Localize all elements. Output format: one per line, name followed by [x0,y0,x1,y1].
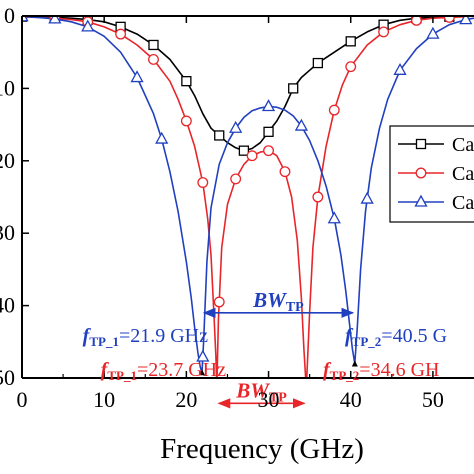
x-tick-label-40: 40 [340,387,362,412]
series-2-point-15 [345,61,357,73]
series-2-point-16 [378,26,390,38]
legend-label-3: Ca [452,192,474,214]
dip-marker-3 [303,386,309,392]
dip-marker-1 [198,369,205,376]
freq-annotation-2: fTP_1=23.7 GHz [101,359,226,383]
x-tick-label-20: 20 [175,387,197,412]
series-3-point-3 [81,19,95,32]
series-1-point-9 [263,126,274,137]
freq-annotation-4: fTP_2=34.6 GH [323,359,439,383]
series-2-point-10 [246,150,258,162]
series-1-point-8 [238,145,250,156]
dip-marker-2 [214,386,220,392]
series-1-point-5 [148,39,159,51]
legend-label-2: Ca [452,163,474,185]
marker-layer [22,16,473,392]
series-2-point-5 [148,53,159,65]
series-3-point-5 [155,131,169,144]
series-3-point-4 [130,70,144,83]
x-tick-label-30: 30 [258,387,280,412]
y-tick-label-2: 20 [0,148,15,173]
series-3-point-2 [48,16,62,24]
legend: Ca Ca Ca [389,125,474,223]
series-3-point-1 [22,16,29,22]
dip-marker-4 [351,360,358,367]
series-2-point-9 [230,173,242,185]
series-2-point-17 [411,16,422,26]
y-tick-label-5: 50 [0,365,15,390]
y-tick-label-1: 10 [0,75,15,100]
legend-marker-2 [415,167,427,179]
series-3-point-7 [229,120,243,133]
series-2-point-14 [328,104,340,116]
legend-label-1: Ca [452,134,474,156]
series-3-point-10 [327,211,341,224]
series-2-point-18 [443,16,455,23]
axes: 0102030405001020304050 [0,3,474,412]
series-2-point-11 [263,145,274,157]
x-tick-label-0: 0 [17,387,28,412]
series-2-point-4 [115,28,127,40]
series-3-point-6 [196,349,210,362]
series-3-point-13 [426,26,440,39]
series-3-point-9 [294,118,309,131]
series-2-point-12 [279,166,291,178]
freq-annotation-3: fTP_2=40.5 G [345,325,447,349]
series-3-point-12 [393,62,407,75]
legend-box [389,125,474,223]
y-tick-label-4: 40 [0,293,15,318]
series-1-point-6 [181,76,192,87]
series-3-point-14 [459,16,473,25]
series-1-point-7 [214,130,225,141]
series-1-point-10 [288,83,299,94]
series-2-point-7 [197,177,209,188]
series-2-point-8 [213,296,225,308]
freq-annotation-1: fTP_1=21.9 GHz [83,325,208,349]
series-1-point-11 [312,57,324,69]
y-tick-label-0: 0 [4,3,15,28]
legend-marker-3 [414,194,428,207]
x-tick-label-10: 10 [93,387,115,412]
annotations: fTP_1=21.9 GHz fTP_1=23.7 GHz fTP_2=40.5 G… [83,325,447,383]
x-tick-label-50: 50 [422,387,444,412]
bw-label-1: BWTP [252,288,304,315]
series-1-point-12 [345,36,356,47]
y-tick-label-3: 30 [0,220,15,245]
series-3-point-11 [360,191,374,204]
series-2-point-6 [180,115,192,127]
series-2-point-13 [312,191,324,203]
series-3-point-8 [261,99,276,112]
legend-marker-1 [415,138,427,150]
x-axis-label: Frequency (GHz) [160,433,364,465]
